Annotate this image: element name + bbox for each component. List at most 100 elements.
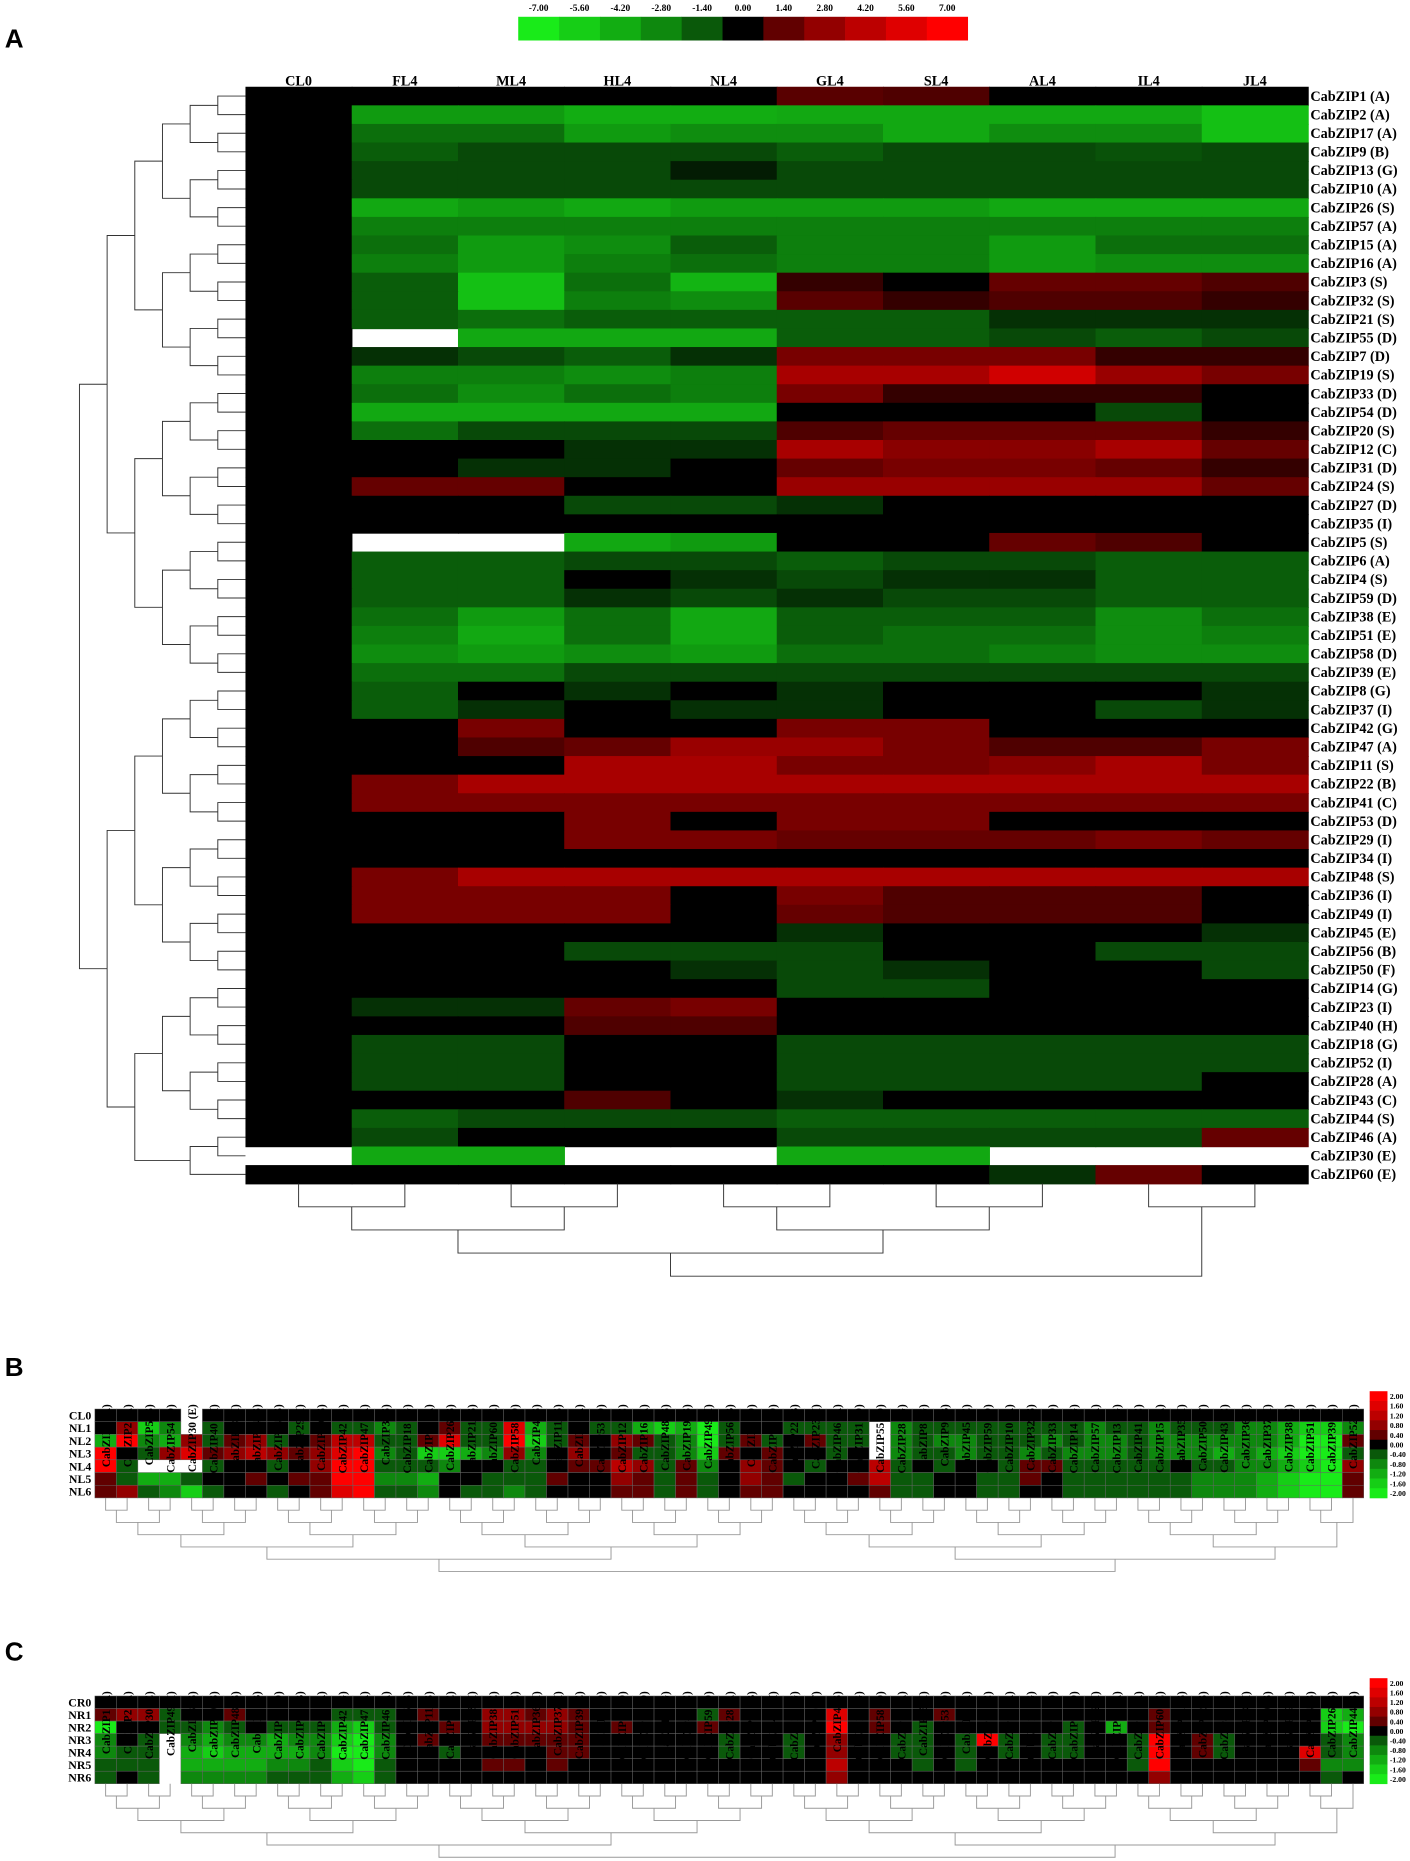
heatmap-cell [351, 960, 459, 980]
heatmap-cell [776, 700, 884, 720]
heatmap-cell [1201, 1053, 1309, 1073]
heatmap-cell [457, 960, 565, 980]
heatmap-cell [882, 514, 990, 534]
heatmap-cell [1095, 960, 1203, 980]
heatmap-cell [457, 309, 565, 330]
heatmap-cell [1095, 402, 1203, 423]
heatmap-cell [670, 477, 778, 497]
heatmap-cell [351, 123, 459, 144]
row-label: NR6 [68, 1771, 91, 1785]
column-label: CabZIP23 (I) [810, 1404, 822, 1469]
heatmap-cell [670, 941, 778, 962]
column-label: CabZIP51 (E) [1305, 1404, 1317, 1472]
column-label: CabZIP2 (A) [122, 1691, 134, 1754]
heatmap-cell [670, 1034, 778, 1055]
heatmap-cell [776, 161, 884, 181]
heatmap-cell [245, 997, 353, 1018]
heatmap-cell [351, 979, 459, 999]
heatmap-cell [351, 923, 459, 943]
heatmap-cell [989, 328, 1097, 348]
heatmap-cell [457, 1016, 565, 1036]
heatmap-cell [670, 681, 778, 702]
heatmap-cell [417, 1472, 440, 1486]
heatmap-cell [457, 495, 565, 516]
heatmap-cell [1201, 663, 1309, 683]
row-label: CabZIP28 (A) [1310, 1074, 1397, 1090]
heatmap-cell [954, 1770, 977, 1784]
heatmap-cell [352, 1472, 375, 1486]
row-label: NR2 [68, 1720, 91, 1734]
heatmap-cell [546, 1472, 569, 1486]
heatmap-cell [564, 1090, 672, 1111]
heatmap-cell [1201, 384, 1309, 404]
colorbar-swatch [1369, 1697, 1388, 1708]
column-label: CabZIP60 (E) [488, 1404, 500, 1472]
column-label: CabZIP16 (A) [638, 1404, 650, 1473]
column-label: CabZIP38 (E) [1284, 1404, 1296, 1472]
heatmap-cell [718, 1770, 741, 1784]
heatmap-cell [564, 551, 672, 571]
column-label: CabZIP52 (I) [1348, 1404, 1360, 1469]
heatmap-cell [776, 625, 884, 646]
heatmap-cell [882, 532, 990, 553]
heatmap-cell [989, 867, 1097, 887]
heatmap-cell [457, 86, 565, 107]
dendrogram [298, 1183, 1256, 1277]
heatmap-cell [776, 774, 884, 794]
column-label: CabZIP26 (S) [445, 1404, 457, 1471]
heatmap-cell [1095, 216, 1203, 237]
row-label: NR3 [68, 1733, 91, 1747]
column-label: CabZIP13 (G) [789, 1691, 801, 1760]
row-label: NL1 [69, 1421, 91, 1435]
row-label: CR0 [68, 1695, 91, 1709]
heatmap-cell [331, 1484, 354, 1499]
heatmap-cell [481, 1770, 504, 1784]
heatmap-cell [395, 1758, 418, 1772]
heatmap-cell [1201, 477, 1309, 497]
heatmap-cell [457, 1146, 565, 1166]
heatmap-cell [223, 1472, 246, 1486]
heatmap-cell [457, 142, 565, 162]
heatmap-cell [882, 793, 990, 813]
heatmap-cell [670, 1016, 778, 1036]
column-label: CabZIP52 (I) [1090, 1691, 1102, 1756]
heatmap-cell [776, 235, 884, 255]
heatmap-cell [180, 1758, 203, 1772]
heatmap-cell [245, 86, 353, 107]
heatmap-cell [351, 458, 459, 478]
heatmap-cell [1201, 793, 1309, 813]
row-label: CabZIP37 (I) [1310, 702, 1392, 718]
heatmap-cell [457, 774, 565, 794]
heatmap-cell [670, 105, 778, 125]
heatmap-cell [245, 644, 353, 664]
heatmap-cell [457, 272, 565, 292]
heatmap-cell [1095, 235, 1203, 255]
colorbar-swatch [1369, 1459, 1388, 1470]
heatmap-cell [882, 235, 990, 255]
row-label: NL3 [69, 1447, 91, 1461]
heatmap-cell [776, 272, 884, 292]
heatmap-cell [989, 402, 1097, 423]
colorbar-label: -7.00 [529, 4, 549, 14]
heatmap-cell [632, 1484, 655, 1499]
heatmap-cell [670, 216, 778, 237]
heatmap-cell [989, 458, 1097, 478]
heatmap-cell [457, 886, 565, 906]
heatmap-cell [882, 1146, 990, 1166]
heatmap-cell [457, 123, 565, 144]
column-label: CabZIP34 (I) [1241, 1691, 1253, 1756]
colorbar-swatch [845, 16, 887, 41]
heatmap-cell [438, 1472, 461, 1486]
heatmap-cell [670, 1090, 778, 1111]
heatmap-cell [245, 867, 353, 887]
column-label: CabZIP57 (A) [1090, 1404, 1102, 1473]
heatmap-cell [632, 1758, 655, 1772]
column-label: CabZIP53 (D) [595, 1404, 607, 1473]
row-label: CabZIP2 (A) [1310, 107, 1390, 123]
heatmap-cell [457, 440, 565, 460]
colorbar-label: 5.60 [898, 4, 915, 14]
column-label: CabZIP21 (S) [1176, 1691, 1188, 1758]
heatmap-cell [882, 774, 990, 794]
heatmap-cell [670, 1165, 778, 1185]
